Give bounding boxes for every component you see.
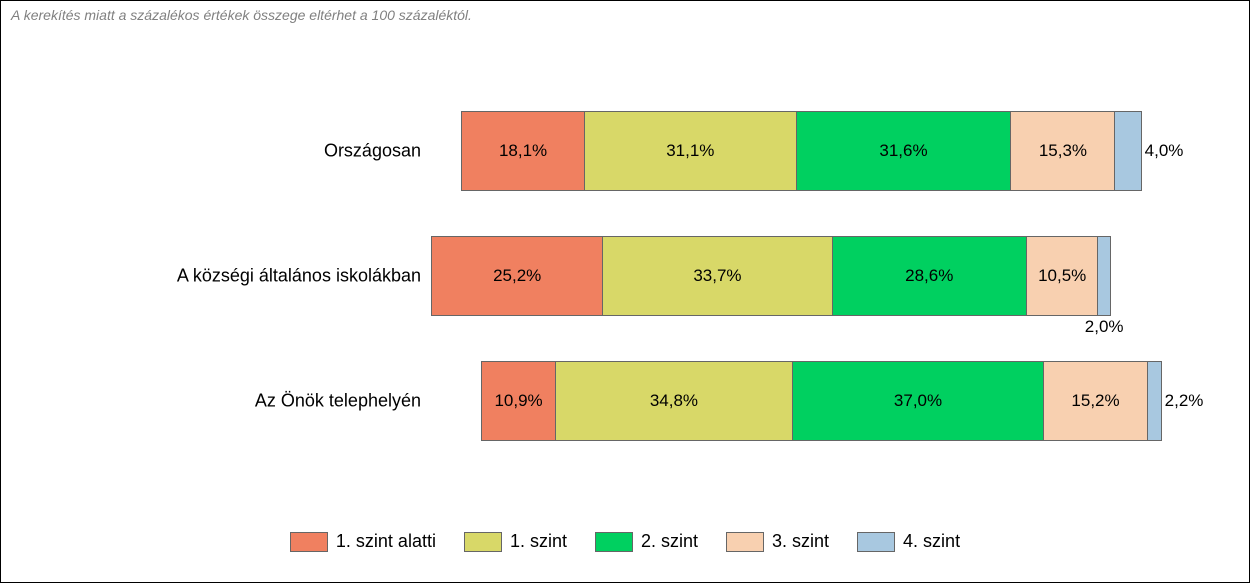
legend-item: 2. szint [595,531,698,552]
legend-swatch [857,532,895,552]
chart-note: A kerekítés miatt a százalékos értékek ö… [11,7,472,23]
legend-label: 2. szint [641,531,698,552]
bar-segment: 33,7% [602,236,831,316]
bar-stack: 25,2% 33,7% 28,6% 10,5% 2,0% [431,236,1111,316]
bar-segment-value: 31,1% [666,141,714,161]
bar-segment-value: 18,1% [499,141,547,161]
bar-segment: 15,3% [1010,111,1114,191]
bar-segment: 28,6% [832,236,1026,316]
bar-segment: 10,5% [1026,236,1097,316]
bar-segment-value: 2,2% [1161,391,1204,411]
legend: 1. szint alatti 1. szint 2. szint 3. szint 4… [1,531,1249,552]
bar-row-label: A községi általános iskolákban [177,266,421,287]
bar-segment-value: 28,6% [905,266,953,286]
legend-label: 4. szint [903,531,960,552]
bar-segment: 15,2% [1043,361,1146,441]
bar-row-label: Országosan [324,141,421,162]
legend-item: 4. szint [857,531,960,552]
bar-segment-value: 2,0% [1085,315,1124,337]
legend-item: 3. szint [726,531,829,552]
legend-swatch [464,532,502,552]
bar-segment: 2,2% [1147,361,1162,441]
bar-segment-value: 34,8% [650,391,698,411]
bar-segment: 4,0% [1114,111,1141,191]
bar-segment: 31,6% [796,111,1011,191]
bar-segment-value: 25,2% [493,266,541,286]
bar-segment-value: 15,2% [1071,391,1119,411]
legend-swatch [726,532,764,552]
bar-segment: 2,0% [1097,236,1111,316]
bar-row-label: Az Önök telephelyén [255,391,421,412]
bar-segment-value: 10,5% [1038,266,1086,286]
bar-segment-value: 37,0% [894,391,942,411]
bar-segment: 25,2% [431,236,602,316]
legend-label: 1. szint [510,531,567,552]
legend-swatch [290,532,328,552]
bar-segment: 10,9% [481,361,555,441]
bar-segment: 34,8% [555,361,792,441]
stacked-bar-chart: A kerekítés miatt a százalékos értékek ö… [0,0,1250,583]
legend-swatch [595,532,633,552]
bar-segment: 31,1% [584,111,795,191]
bar-row: A községi általános iskolákban 25,2% 33,7%… [1,236,1249,316]
bar-stack: 10,9% 34,8% 37,0% 15,2% 2,2% [481,361,1162,441]
legend-label: 3. szint [772,531,829,552]
bar-segment: 37,0% [792,361,1044,441]
bar-segment: 18,1% [461,111,584,191]
bar-segment-value: 4,0% [1141,141,1184,161]
bar-row: Az Önök telephelyén 10,9% 34,8% 37,0% 15,2% 2… [1,361,1249,441]
bar-row: Országosan 18,1% 31,1% 31,6% 15,3% 4,0% [1,111,1249,191]
bar-segment-value: 10,9% [494,391,542,411]
bar-segment-value: 15,3% [1039,141,1087,161]
legend-item: 1. szint [464,531,567,552]
bar-segment-value: 33,7% [693,266,741,286]
plot-area: Országosan 18,1% 31,1% 31,6% 15,3% 4,0% A közs… [1,96,1249,456]
legend-item: 1. szint alatti [290,531,436,552]
bar-stack: 18,1% 31,1% 31,6% 15,3% 4,0% [461,111,1142,191]
bar-segment-value: 31,6% [879,141,927,161]
legend-label: 1. szint alatti [336,531,436,552]
